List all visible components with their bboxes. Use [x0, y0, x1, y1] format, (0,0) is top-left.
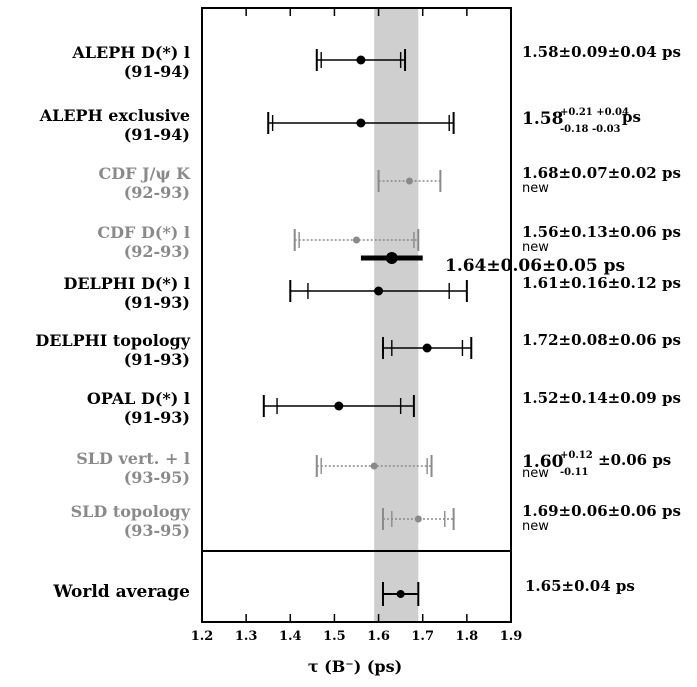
measurement-name: CDF J/ψ K [99, 164, 192, 183]
measurement-name: SLD topology [71, 502, 191, 521]
measurement-result-sup: +0.12 [560, 450, 593, 461]
data-point [334, 401, 344, 411]
measurement-result: 1.56±0.13±0.06 ps [522, 223, 681, 241]
world-average-point [396, 590, 405, 598]
data-point [422, 343, 432, 353]
measurement-name: CDF D(*) l [97, 223, 190, 242]
data-point [356, 55, 366, 65]
data-point [374, 286, 384, 296]
measurement-result-sub: -0.11 [560, 467, 589, 478]
measurement-period: (91-94) [124, 125, 190, 144]
measurement-row: DELPHI D(*) l(91-93) 1.61±0.16±0.12 ps [63, 274, 680, 312]
measurement-result: 1.58 [522, 109, 563, 129]
measurement-row: ALEPH D(*) l(91-94) 1.58±0.09±0.04 ps [71, 43, 681, 81]
average-band [374, 8, 419, 622]
measurement-result: 1.72±0.08±0.06 ps [522, 331, 681, 349]
measurement-period: (91-93) [124, 350, 190, 369]
measurement-name: OPAL D(*) l [87, 389, 190, 408]
data-point [353, 236, 360, 244]
x-tick-label: 1.9 [500, 629, 523, 644]
average-band-label: 1.64±0.06±0.05 ps [445, 256, 625, 276]
x-axis-label: τ (B⁻) (ps) [308, 657, 402, 676]
world-average-label: World average [52, 582, 190, 602]
x-tick-label: 1.8 [456, 629, 479, 644]
measurement-result: 1.60 [522, 452, 564, 472]
measurement-name: DELPHI topology [35, 331, 190, 350]
measurement-result: 1.69±0.06±0.06 ps [522, 502, 681, 520]
data-point [356, 118, 366, 128]
data-point [370, 462, 378, 470]
measurement-row: DELPHI topology(91-93) 1.72±0.08±0.06 ps [35, 331, 681, 369]
new-tag: new [522, 519, 549, 534]
world-average-row: World average 1.65±0.04 ps [52, 577, 635, 606]
measurement-result-unit: ps [622, 108, 641, 126]
measurement-result-sup: +0.21 +0.04 [560, 107, 629, 118]
data-point [414, 515, 422, 523]
x-tick-label: 1.2 [191, 629, 214, 644]
new-tag: new [522, 466, 549, 481]
combined-point [385, 252, 398, 264]
measurement-result: 1.52±0.14±0.09 ps [522, 389, 681, 407]
measurement-row: OPAL D(*) l(91-93) 1.52±0.14±0.09 ps [87, 389, 681, 427]
measurement-period: (91-93) [124, 408, 190, 427]
measurement-name: SLD vert. + l [76, 449, 190, 468]
measurement-period: (91-94) [124, 62, 190, 81]
measurement-result: 1.68±0.07±0.02 ps [522, 164, 681, 182]
measurement-period: (93-95) [124, 521, 190, 540]
world-average-result: 1.65±0.04 ps [525, 577, 635, 595]
measurement-result: 1.61±0.16±0.12 ps [522, 274, 681, 292]
measurement-result: 1.58±0.09±0.04 ps [522, 43, 681, 61]
measurement-name: ALEPH D(*) l [71, 43, 190, 62]
x-tick-label: 1.3 [235, 629, 258, 644]
plot-frame [201, 7, 512, 623]
measurement-name: DELPHI D(*) l [63, 274, 190, 293]
combined-point-group: 1.64±0.06±0.05 ps [360, 252, 625, 276]
measurement-row: SLD vert. + l(93-95) 1.60+0.12 -0.11 ±0.06 … [76, 449, 671, 487]
measurement-period: (93-95) [124, 468, 190, 487]
measurement-result-tail: ±0.06 ps [598, 451, 671, 469]
new-tag: new [522, 240, 549, 255]
x-tick-label: 1.6 [367, 629, 390, 644]
new-tag: new [522, 181, 549, 196]
measurement-result-sub: -0.18 -0.03 [560, 124, 621, 135]
x-tick-label: 1.7 [411, 629, 434, 644]
measurement-period: (92-93) [124, 242, 190, 261]
measurement-row: ALEPH exclusive(91-94) 1.58+0.21 +0.04 -0.… [39, 106, 641, 144]
x-tick-label: 1.4 [279, 629, 302, 644]
measurement-rows: ALEPH D(*) l(91-94)1.58±0.09±0.04 psALEP… [35, 43, 681, 540]
data-point [405, 177, 413, 185]
measurement-name: ALEPH exclusive [39, 106, 190, 125]
measurement-period: (92-93) [124, 183, 190, 202]
x-axis: 1.2 1.3 1.4 1.5 1.6 1.7 1.8 1.9 [191, 8, 523, 644]
measurement-period: (91-93) [124, 293, 190, 312]
x-tick-label: 1.5 [323, 629, 346, 644]
